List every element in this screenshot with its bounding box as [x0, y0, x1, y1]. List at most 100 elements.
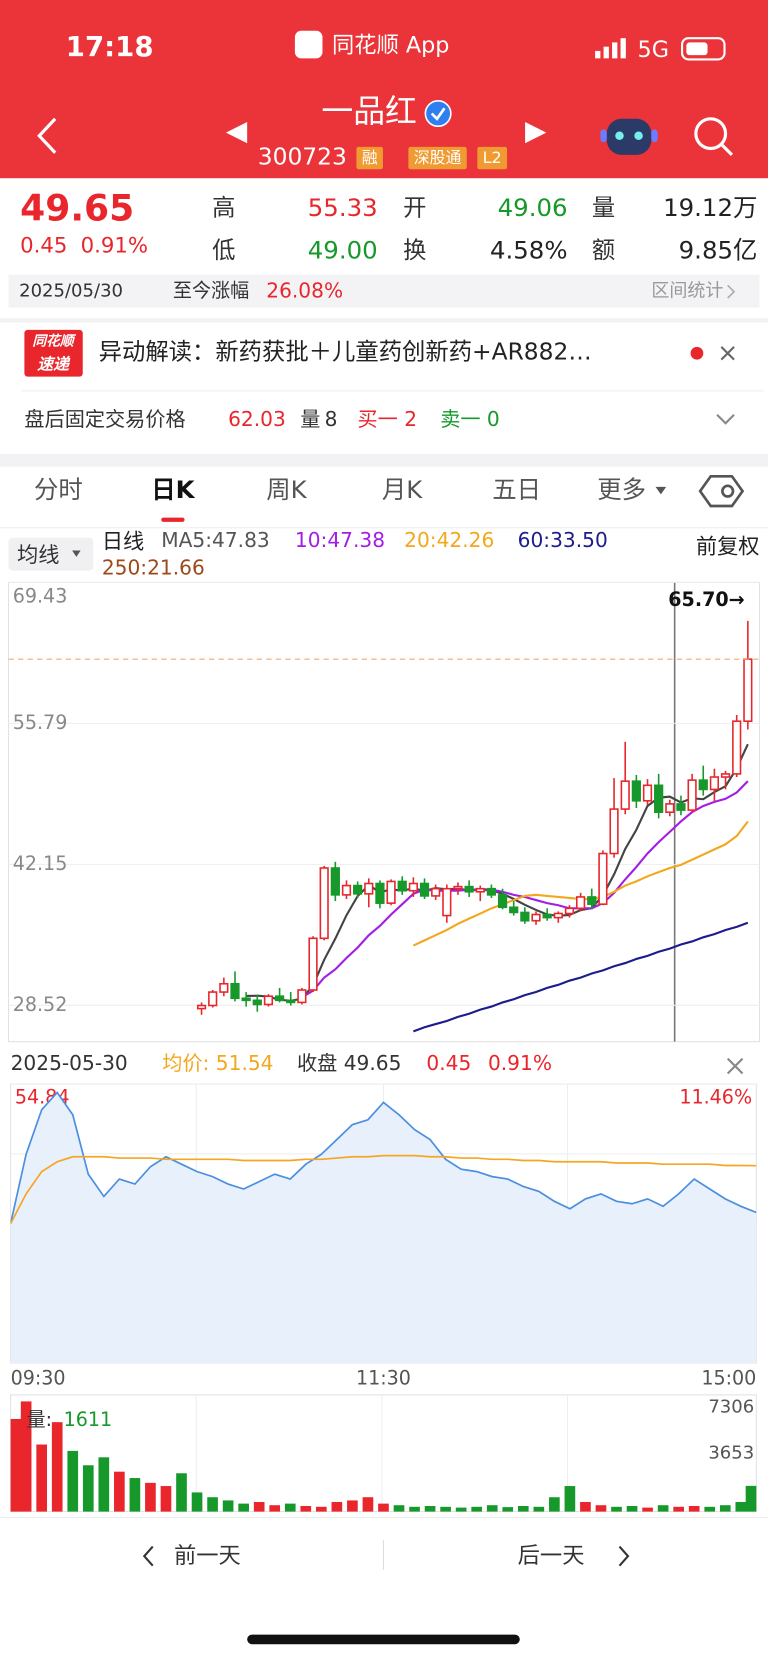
price-line	[10, 1091, 757, 1224]
candle-body	[330, 867, 340, 896]
candle-body	[698, 779, 708, 791]
volume-bar	[735, 1502, 747, 1512]
stock-code: 300723	[257, 144, 347, 171]
home-indicator	[247, 1634, 520, 1645]
separator	[0, 318, 768, 323]
quote-value: 49.06	[497, 194, 568, 223]
back-button[interactable]	[37, 117, 57, 154]
tab[interactable]: 分时	[33, 476, 83, 505]
range-link[interactable]: 区间统计	[651, 280, 724, 302]
prev-stock[interactable]	[225, 121, 248, 144]
ma-legend: 250:21.66	[101, 556, 205, 580]
tab[interactable]: 周K	[266, 476, 307, 505]
stock-tag: L2	[477, 146, 507, 170]
volume-bar	[657, 1505, 669, 1512]
verified-check	[430, 107, 446, 121]
candle-body	[709, 776, 720, 791]
volume-bar	[673, 1506, 684, 1512]
candle-body	[397, 880, 407, 892]
stock-name: 一品红	[321, 93, 417, 131]
candle-body	[353, 884, 363, 895]
candle-body	[252, 999, 262, 1006]
volume-bar	[611, 1506, 622, 1512]
range-bg	[8, 274, 760, 308]
divider	[382, 1540, 384, 1570]
news-text[interactable]: 异动解读：新药获批＋儿童药创新药+AR882…	[98, 339, 592, 366]
range-date: 2025/05/30	[19, 280, 124, 302]
volume-bar	[253, 1502, 265, 1512]
chevron[interactable]	[727, 284, 736, 299]
candle-body	[631, 780, 641, 802]
ma-line	[413, 921, 749, 1033]
candle-body	[642, 784, 653, 802]
next-arrow[interactable]	[618, 1545, 630, 1567]
y-tick-label: 69.43	[13, 585, 68, 608]
tab[interactable]: 月K	[381, 476, 423, 505]
candle-body	[676, 803, 686, 811]
divider	[21, 390, 764, 392]
ma-legend: 20:42.26	[404, 528, 495, 553]
candle-body	[196, 1004, 207, 1010]
close-button[interactable]	[720, 346, 735, 361]
y-tick-label: 28.52	[13, 993, 68, 1016]
expand-button[interactable]	[716, 414, 735, 425]
candle-body	[241, 997, 251, 1002]
robot-icon[interactable]	[600, 118, 658, 155]
volume-bar	[114, 1471, 125, 1512]
volume-bar	[517, 1506, 529, 1512]
candle-body	[475, 887, 485, 893]
volume-value: 1611	[64, 1408, 113, 1431]
volume-bar	[580, 1502, 591, 1512]
candle-body	[654, 784, 664, 813]
volume-bar	[176, 1473, 187, 1512]
prev-day[interactable]: 前一天	[173, 1542, 241, 1569]
volume-bar	[549, 1497, 560, 1512]
stock-tag: 深股通	[408, 146, 467, 170]
tab[interactable]: 更多	[597, 476, 647, 505]
prev-arrow[interactable]	[142, 1545, 154, 1567]
volume-bar	[595, 1505, 607, 1512]
range-value: 26.08%	[266, 279, 344, 303]
close-button[interactable]	[726, 1057, 744, 1075]
x-tick-label: 09:30	[11, 1367, 66, 1390]
candle-body	[274, 995, 285, 1002]
next-day[interactable]: 后一天	[517, 1542, 585, 1569]
candle-body	[453, 885, 463, 890]
candle-body	[319, 867, 329, 940]
candle-body	[620, 780, 630, 810]
ma-adjust[interactable]: 前复权	[695, 533, 760, 560]
battery-level	[686, 42, 708, 56]
search-icon[interactable]	[694, 117, 734, 156]
candle-body	[364, 882, 374, 895]
ma-button-bg[interactable]	[8, 537, 94, 571]
candle-body	[408, 882, 418, 892]
volume-bar	[362, 1497, 374, 1512]
verified-badge	[424, 99, 452, 128]
volume-bar	[315, 1506, 327, 1512]
settings-icon[interactable]	[698, 474, 745, 508]
volume-bar	[486, 1505, 498, 1512]
volume-bar	[145, 1482, 156, 1512]
candle-body	[486, 887, 497, 896]
volume-bar	[424, 1506, 436, 1512]
status-network: 5G	[637, 36, 669, 63]
volume-bar	[82, 1465, 94, 1512]
candle-body	[732, 720, 742, 775]
volume-bar	[51, 1422, 63, 1512]
tab[interactable]: 五日	[492, 476, 541, 505]
ma-button[interactable]: 均线	[16, 542, 60, 568]
news-badge	[24, 329, 83, 377]
ma-line	[412, 820, 749, 947]
stock-tag: 融	[356, 146, 383, 170]
volume-bar	[331, 1502, 343, 1512]
intraday-change: 0.45	[426, 1051, 472, 1076]
status-time: 17:18	[65, 31, 154, 64]
next-stock[interactable]	[525, 121, 547, 144]
candle-body	[542, 913, 552, 919]
quote-label: 量	[591, 195, 616, 222]
quote-value: 55.33	[307, 194, 378, 223]
tab[interactable]: 日K	[151, 476, 195, 505]
volume-bar	[160, 1486, 172, 1512]
tab-underline	[161, 517, 185, 522]
